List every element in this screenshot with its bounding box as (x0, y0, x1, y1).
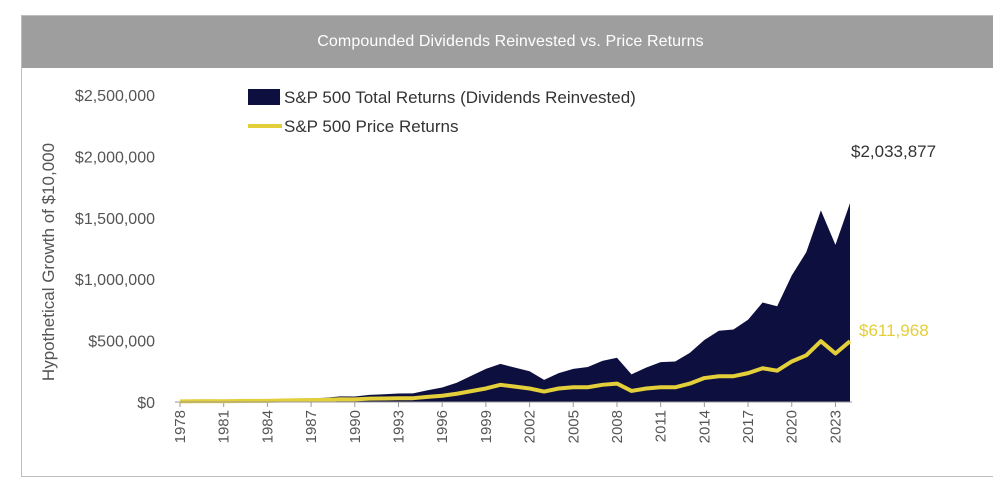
end-label-total: $2,033,877 (851, 142, 936, 161)
x-tick-label: 2002 (522, 410, 539, 443)
x-tick-label: 2008 (609, 410, 626, 443)
legend-label-price: S&P 500 Price Returns (284, 117, 459, 136)
y-tick-label: $0 (137, 395, 155, 412)
x-tick-label: 1987 (303, 410, 320, 443)
x-tick-label: 1999 (478, 410, 495, 443)
x-axis-ticks: 1978 1981 1984 1987 1990 1993 1996 1999 2002 2005… (172, 402, 844, 443)
end-label-price: $611,968 (859, 321, 929, 340)
y-axis-ticks: $0 $500,000 $1,000,000 $1,500,000 $2,000,000… (75, 88, 155, 412)
x-tick-label: 1990 (347, 410, 364, 443)
x-tick-label: 1984 (259, 410, 276, 443)
x-tick-label: 2011 (653, 410, 670, 442)
x-tick-label: 1981 (216, 410, 233, 443)
y-tick-label: $1,500,000 (75, 211, 155, 228)
legend: S&P 500 Total Returns (Dividends Reinves… (248, 88, 636, 136)
y-tick-label: $500,000 (88, 334, 155, 351)
x-tick-label: 2017 (740, 410, 757, 443)
x-tick-label: 1996 (434, 410, 451, 443)
x-tick-label: 2023 (827, 410, 844, 443)
x-tick-label: 1978 (172, 410, 189, 443)
y-axis-label-group: Hypothetical Growth of $10,000 (39, 143, 58, 381)
x-tick-label: 2020 (784, 410, 801, 443)
x-tick-label: 1993 (390, 410, 407, 443)
series-area-total-returns (180, 203, 850, 402)
x-tick-label: 2005 (565, 410, 582, 443)
chart-title: Compounded Dividends Reinvested vs. Pric… (22, 16, 993, 68)
x-tick-label: 2014 (696, 410, 713, 443)
legend-label-total: S&P 500 Total Returns (Dividends Reinves… (284, 88, 636, 107)
y-tick-label: $2,000,000 (75, 149, 155, 166)
y-axis-label: Hypothetical Growth of $10,000 (39, 143, 58, 381)
y-tick-label: $2,500,000 (75, 88, 155, 105)
legend-swatch-total (248, 89, 280, 105)
y-tick-label: $1,000,000 (75, 272, 155, 289)
series-line-price-returns (179, 339, 852, 404)
